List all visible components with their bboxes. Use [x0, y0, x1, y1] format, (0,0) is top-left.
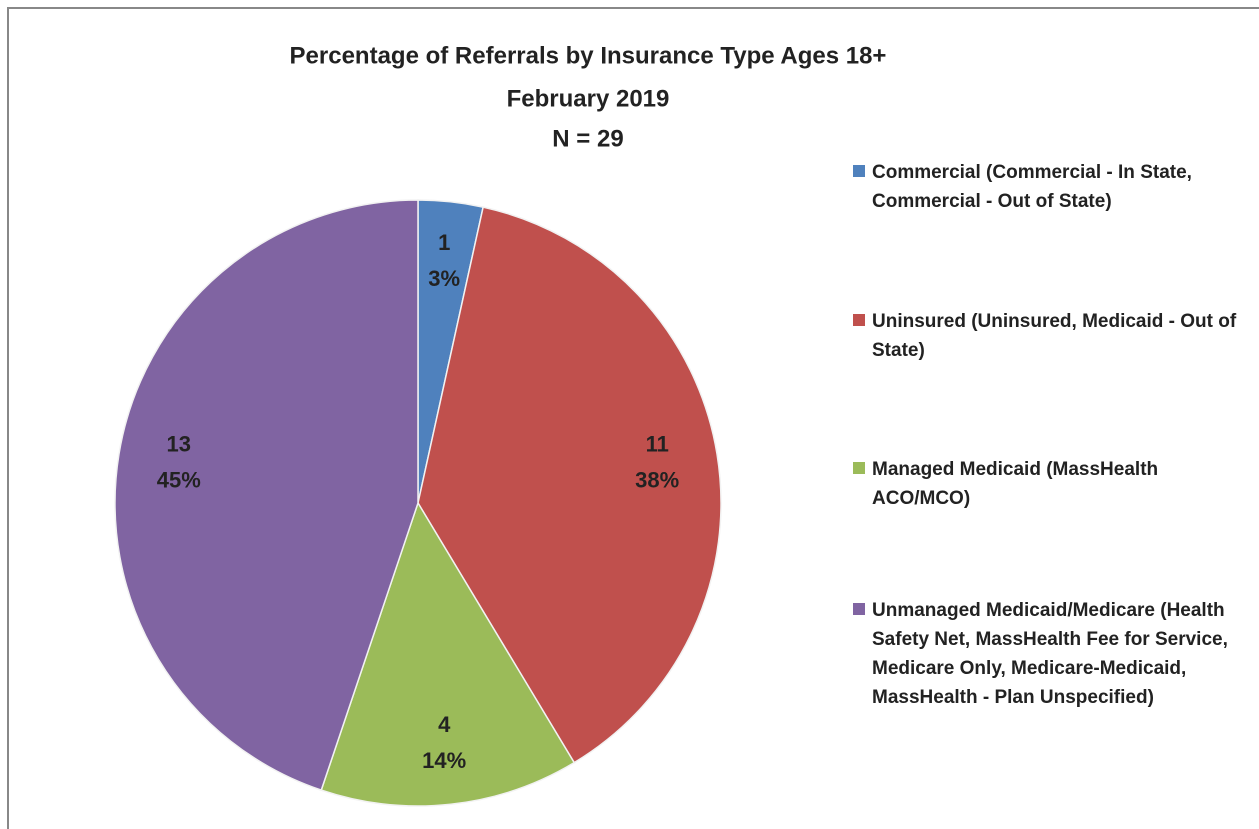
value-label: 11 [646, 432, 669, 457]
percent-label: 45% [157, 468, 201, 493]
legend-label: Commercial (Commercial - In State, Comme… [872, 162, 1192, 212]
chart-note: N = 29 [552, 125, 623, 152]
chart-frame [7, 7, 1259, 829]
value-label: 4 [438, 712, 451, 737]
legend-swatch [853, 165, 865, 177]
value-label: 13 [167, 432, 191, 457]
pie-slice [417, 206, 722, 764]
percent-label: 14% [422, 748, 466, 773]
percent-label: 3% [428, 266, 460, 291]
chart-subtitle: February 2019 [507, 85, 670, 112]
legend-label: Managed Medicaid (MassHealth ACO/MCO) [872, 459, 1159, 509]
value-label: 1 [438, 230, 450, 255]
pie-slice [114, 199, 419, 792]
percent-label: 38% [635, 468, 679, 493]
legend-swatch [853, 462, 865, 474]
legend-swatch [853, 603, 865, 615]
legend-label: Unmanaged Medicaid/Medicare (Health Safe… [872, 600, 1228, 708]
chart-title: Percentage of Referrals by Insurance Typ… [290, 42, 887, 69]
pie-slice [320, 501, 576, 807]
legend-label: Uninsured (Uninsured, Medicaid - Out of … [872, 311, 1237, 361]
legend-swatch [853, 314, 865, 326]
